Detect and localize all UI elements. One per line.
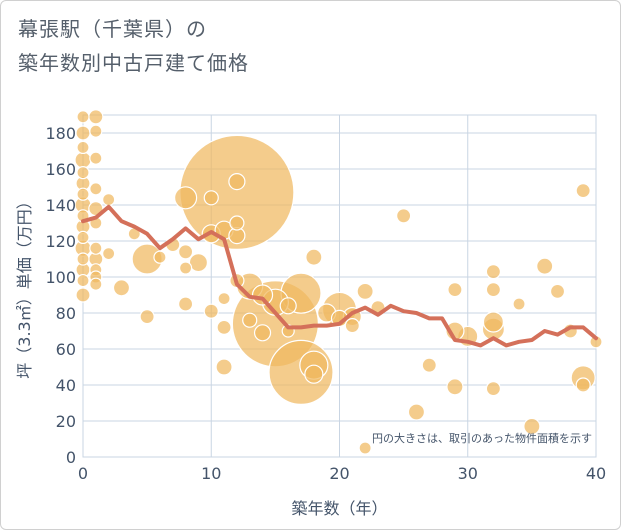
bubble-point <box>76 110 90 124</box>
bubble-point <box>178 296 194 312</box>
bubble-point <box>575 377 591 393</box>
x-tick-label: 30 <box>458 464 478 483</box>
chart-title-line2: 築年数別中古戸建て価格 <box>18 51 249 75</box>
bubble-point <box>251 284 274 306</box>
bubble-point <box>89 277 103 291</box>
bubble-point <box>485 381 501 397</box>
bubble-point <box>88 109 104 125</box>
bubble-point <box>139 309 155 325</box>
bubble-point <box>485 282 501 298</box>
y-tick-label: 100 <box>45 268 76 287</box>
bubble-point <box>89 241 103 255</box>
x-tick-label: 20 <box>329 464 349 483</box>
bubble-point <box>356 282 374 300</box>
size-legend-note: 円の大きさは、取引のあった物件面積を示す <box>372 431 592 445</box>
bubble-point <box>216 319 232 335</box>
chart-title: 幕張駅（千葉県）の 築年数別中古戸建て価格 <box>18 12 249 80</box>
bubble-point <box>253 324 272 342</box>
bubble-point <box>279 297 297 315</box>
bubble-point <box>305 248 323 266</box>
bubble-point <box>102 247 116 261</box>
bubble-point <box>188 253 209 273</box>
bubble-point <box>242 312 258 328</box>
bubble-point <box>396 208 412 224</box>
bubble-point <box>304 364 324 384</box>
bubble-point <box>575 183 591 199</box>
y-tick-label: 60 <box>56 340 76 359</box>
bubble-point <box>76 140 90 154</box>
bubble-point <box>549 283 566 299</box>
y-tick-label: 120 <box>45 232 76 251</box>
bubble-point <box>76 274 90 288</box>
y-tick-label: 80 <box>56 304 76 323</box>
bubble-point <box>89 151 103 165</box>
bubble-point <box>217 292 231 306</box>
bubble-point <box>89 124 103 138</box>
y-tick-label: 180 <box>45 124 76 143</box>
bubble-point <box>215 358 233 376</box>
bubble-point <box>344 318 360 334</box>
y-tick-label: 160 <box>45 160 76 179</box>
bubble-point <box>76 252 90 266</box>
tick-labels: 0 20 40 60 80 100 120 140 160 180 0 10 20 30 40 <box>45 124 606 483</box>
bubble-point <box>229 215 245 231</box>
x-tick-label: 0 <box>78 464 88 483</box>
bubble-point <box>228 173 246 191</box>
y-tick-label: 40 <box>56 376 76 395</box>
y-tick-label: 0 <box>66 448 76 467</box>
bubble-point <box>485 264 501 280</box>
line-layer <box>81 204 598 348</box>
bubble-point <box>446 378 464 396</box>
bubble-point <box>407 403 426 421</box>
bubble-point <box>76 230 90 244</box>
y-tick-label: 20 <box>56 412 76 431</box>
bubble-point <box>75 125 91 141</box>
bubble-point <box>203 190 219 206</box>
bubble-point <box>178 244 194 260</box>
x-tick-label: 40 <box>586 464 606 483</box>
y-tick-label: 140 <box>45 196 76 215</box>
bubble-point <box>179 261 193 275</box>
y-axis-label: 坪（3.3㎡）単価（万円） <box>15 193 34 378</box>
bubble-point <box>112 279 131 297</box>
bubble-point <box>523 417 541 435</box>
bubble-point <box>174 186 198 210</box>
bubble-point <box>102 193 116 207</box>
bubble-point <box>512 297 526 311</box>
bubble-point <box>203 303 219 319</box>
x-tick-label: 10 <box>201 464 221 483</box>
chart-title-line1: 幕張駅（千葉県）の <box>18 17 207 41</box>
bubble-point <box>74 151 92 169</box>
bubble-point <box>447 282 463 298</box>
bubble-point <box>153 250 167 264</box>
x-axis-label: 築年数（年） <box>291 499 387 518</box>
bubble-point <box>358 441 372 455</box>
average-price-line <box>81 204 598 348</box>
gridlines <box>82 115 597 458</box>
bubble-point <box>536 257 554 275</box>
bubble-point <box>75 287 91 303</box>
bubble-point <box>421 357 437 373</box>
bubble-point <box>89 182 103 196</box>
bubble-point <box>76 166 90 180</box>
bubble-point <box>482 311 504 333</box>
bubble-layer <box>74 109 603 455</box>
bubble-point <box>76 187 90 201</box>
